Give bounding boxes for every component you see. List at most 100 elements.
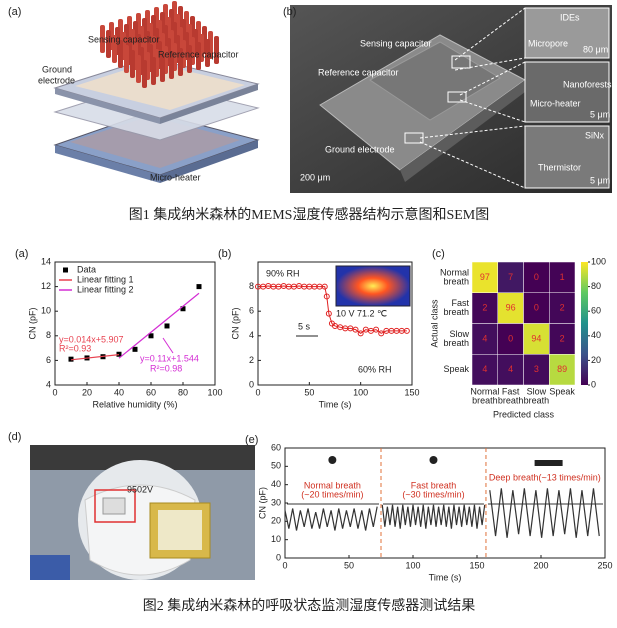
x-tick-label: 100 [353,387,368,397]
sem-image [290,5,612,193]
colorbar-label: 0 [591,379,596,389]
annotation: 10 V 71.2 ℃ [336,308,387,318]
cell-label: 89 [557,364,567,374]
colorbar-label: 100 [591,256,606,266]
data-point [403,327,410,334]
y-tick-label: 40 [271,479,281,489]
cell-label: 0 [534,303,539,313]
label: Sensing capacitor [360,38,432,48]
y-tick-label: 6 [249,306,254,316]
data-point [132,346,138,352]
col-label: breath [498,395,524,405]
x-tick-label: 100 [405,560,420,570]
y-tick-label: 20 [271,516,281,526]
label: Nanoforests [563,79,612,89]
x-tick-label: 60 [146,387,156,397]
col-label: Fast [502,386,520,396]
cell [471,354,498,386]
cell-label: 7 [508,272,513,282]
annotation: R²=0.98 [150,363,182,373]
colorbar [581,262,588,385]
pillar [151,57,156,85]
data-point [323,293,330,300]
y-tick-label: 0 [249,379,254,389]
cell [549,323,576,355]
cell [523,323,550,355]
pillar [196,42,201,70]
pillar [100,25,105,53]
annotation: Deep breath(~13 times/min) [489,472,601,482]
row-label: breath [443,276,469,286]
data-point [196,284,202,290]
pillar [187,45,192,73]
pillar [112,35,117,63]
y-tick-label: 8 [249,281,254,291]
label: Micro-heater [150,172,201,182]
cell [523,292,550,324]
data-line [489,488,600,538]
data-line [258,285,407,334]
annotation: y=0.11x+1.544 [140,353,199,363]
x-tick-label: 20 [82,387,92,397]
row-label: Normal [440,267,469,277]
label: Sensing capacitor [88,34,160,44]
thermal-inset [335,265,411,307]
y-axis-title: CN (pF) [27,308,37,340]
cell [523,354,550,386]
x-tick-label: 150 [469,560,484,570]
legend-label: Linear fitting 1 [77,274,134,284]
panel-label: (c) [432,248,445,260]
data-line [284,506,378,531]
x-tick-label: 50 [344,560,354,570]
icon [429,456,438,464]
cell [549,354,576,386]
cell [497,354,524,386]
icon [328,456,337,464]
x-tick-label: 0 [52,387,57,397]
label: Reference capacitor [158,49,239,59]
arrow [162,337,174,354]
cell [549,292,576,324]
x-tick-label: 50 [304,387,314,397]
caption: 图1 集成纳米森林的MEMS湿度传感器结构示意图和SEM图 [129,206,490,223]
row-label: Slow [449,329,469,339]
col-label: Speak [549,386,575,396]
photo [30,445,255,580]
panel-label: (a) [15,248,28,260]
data-point [116,351,122,357]
pillar [169,51,174,79]
annotation: 60% RH [358,364,392,374]
data-point [164,323,170,329]
label: 5 μm [590,109,610,119]
panel-label: (a) [8,6,21,18]
panel-label: (d) [8,431,21,443]
y-tick-label: 0 [276,552,281,562]
label: Thermistor [538,162,581,172]
colorbar-label: 60 [591,306,601,316]
y-tick-label: 60 [271,442,281,452]
data-point [352,326,359,333]
x-axis-title: Time (s) [319,399,352,409]
label: SiNx [585,130,605,140]
cell-label: 4 [508,364,513,374]
plot-frame [54,261,216,386]
x-tick-label: 0 [255,387,260,397]
cell [471,292,498,324]
data-point [321,283,328,290]
colorbar-label: 80 [591,281,601,291]
panel-label: (e) [245,434,258,446]
pillar [118,40,123,68]
label: 5 μm [590,175,610,185]
cell-label: 2 [560,303,565,313]
label: Micro-heater [530,98,581,108]
cell-label: 3 [534,364,539,374]
annotation: (~20 times/min) [301,489,363,499]
colorbar-label: 40 [591,330,601,340]
row-label: Fast [451,298,469,308]
y-tick-label: 4 [46,379,51,389]
cell-label: 96 [506,303,516,313]
cell-label: 2 [482,303,487,313]
y-tick-label: 10 [41,306,51,316]
x-tick-label: 250 [597,560,612,570]
data-point [373,326,380,333]
